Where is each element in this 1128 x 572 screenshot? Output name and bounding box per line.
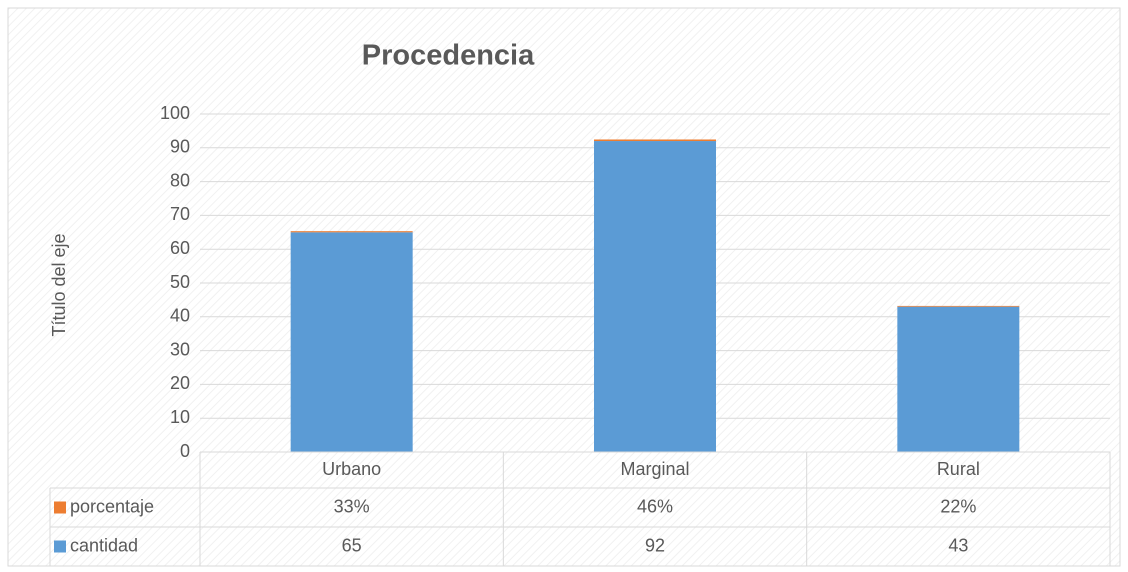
legend-key [54, 501, 66, 514]
bar-segment [594, 141, 716, 453]
x-tick-label: Urbano [322, 459, 381, 479]
x-tick-label: Rural [937, 459, 980, 479]
y-tick-label: 60 [170, 238, 190, 258]
legend-label: porcentaje [70, 496, 154, 516]
bar-segment [290, 231, 413, 233]
chart-title: Procedencia [362, 40, 535, 72]
chart-background [7, 7, 1121, 567]
y-tick-label: 80 [170, 170, 190, 190]
y-tick-label: 50 [170, 272, 190, 292]
table-cell: 33% [334, 496, 370, 516]
table-cell: 43 [948, 535, 968, 555]
legend-key [54, 540, 66, 553]
y-tick-label: 100 [160, 103, 190, 123]
y-tick-label: 30 [170, 339, 190, 359]
y-axis-title: Título del eje [49, 233, 69, 336]
table-cell: 65 [342, 535, 362, 555]
bar-segment [290, 232, 413, 452]
table-cell: 22% [940, 496, 976, 516]
y-tick-label: 70 [170, 204, 190, 224]
y-tick-label: 10 [170, 407, 190, 427]
y-tick-label: 90 [170, 137, 190, 157]
bar-segment [897, 305, 1020, 307]
y-tick-label: 0 [180, 441, 190, 461]
legend-label: cantidad [70, 535, 138, 555]
bar-segment [897, 306, 1020, 452]
y-tick-label: 20 [170, 373, 190, 393]
bar-segment [594, 139, 716, 142]
y-tick-label: 40 [170, 306, 190, 326]
x-tick-label: Marginal [620, 459, 689, 479]
table-cell: 92 [645, 535, 665, 555]
table-cell: 46% [637, 496, 673, 516]
